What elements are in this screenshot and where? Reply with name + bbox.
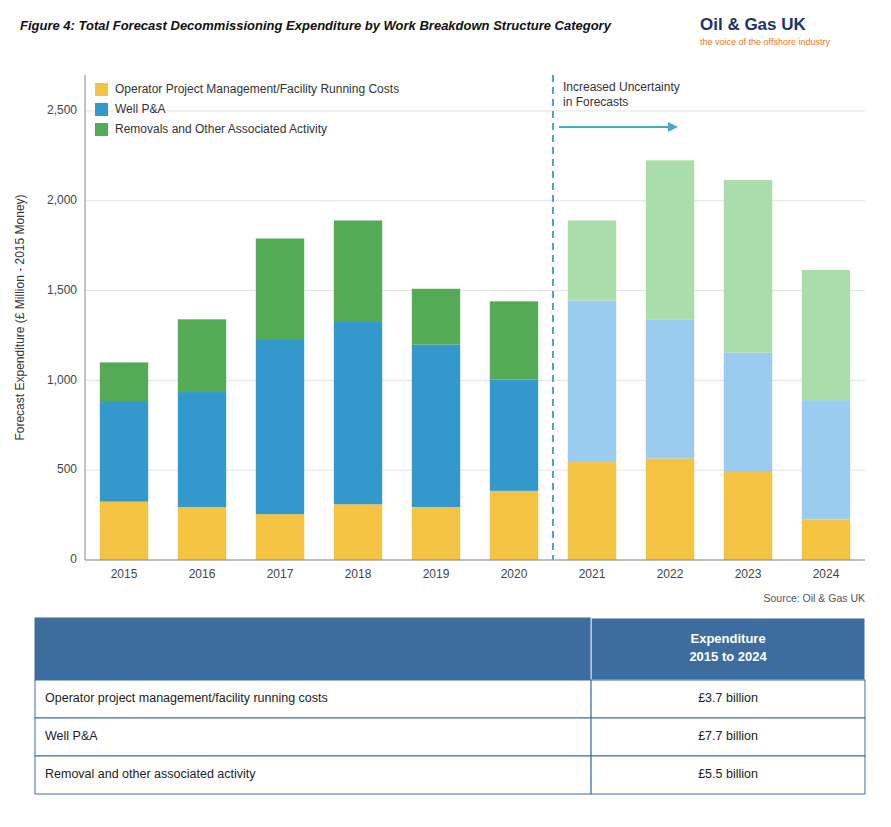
bar-segment — [412, 289, 460, 345]
bar-segment — [490, 301, 538, 379]
table-cell — [591, 756, 865, 794]
annotation-arrowhead — [668, 122, 678, 132]
bar-segment — [334, 504, 382, 560]
bar-segment — [334, 321, 382, 504]
bar-segment — [490, 379, 538, 490]
x-tick-label: 2019 — [423, 567, 450, 581]
text-line: Increased Uncertainty — [563, 80, 680, 94]
bar-segment — [412, 507, 460, 560]
bar-segment — [568, 462, 616, 560]
source: Source: Oil & Gas UK — [763, 592, 865, 604]
grid-line — [85, 560, 865, 561]
legend-label: Operator Project Management/Facility Run… — [115, 82, 399, 96]
bar-segment — [256, 514, 304, 560]
annotation-arrow — [559, 126, 670, 128]
table-row-value: £3.7 billion — [698, 691, 758, 705]
bar-segment — [178, 392, 226, 507]
table-row-value: £5.5 billion — [698, 767, 758, 781]
table-cell — [35, 756, 591, 794]
bar-segment — [646, 160, 694, 319]
table-cell — [591, 718, 865, 756]
table-cell — [591, 680, 865, 718]
y-axis-line — [85, 75, 86, 560]
bar-segment — [256, 238, 304, 339]
x-axis-line — [85, 560, 865, 561]
table-row-label: Well P&A — [45, 729, 98, 743]
grid-line — [85, 110, 865, 111]
x-tick-label: 2024 — [813, 567, 840, 581]
table-header: Expenditure 2015 to 2024 — [689, 631, 767, 664]
y-tick-label: 500 — [57, 462, 77, 476]
bar-segment — [256, 339, 304, 514]
x-tick-label: 2016 — [189, 567, 216, 581]
table-row-value: £7.7 billion — [698, 729, 758, 743]
table: Expenditure 2015 to 2024 Operator project … — [35, 618, 865, 794]
bar-segment — [724, 180, 772, 352]
table-row-label: Removal and other associated activity — [45, 767, 256, 781]
annotation: Increased Uncertaintyin Forecasts — [563, 80, 680, 109]
grid — [85, 111, 865, 560]
x-tick-label: 2021 — [579, 567, 606, 581]
bar-segment — [646, 319, 694, 458]
x-tick-label: 2018 — [345, 567, 372, 581]
legend-label: Well P&A — [115, 102, 165, 116]
table-row-label: Operator project management/facility run… — [45, 691, 328, 705]
bar-segment — [568, 300, 616, 462]
bar-segment — [100, 502, 148, 560]
y-tick-label: 1,000 — [47, 373, 77, 387]
x-tick-label: 2017 — [267, 567, 294, 581]
table-cell — [35, 680, 591, 718]
title: Figure 4: Total Forecast Decommissioning… — [20, 18, 612, 33]
bar-segment — [100, 401, 148, 502]
text-line: in Forecasts — [563, 95, 628, 109]
bar-segment — [100, 362, 148, 401]
bar-segment — [412, 344, 460, 507]
bar-segment — [178, 507, 226, 560]
text-line: 2015 to 2024 — [689, 649, 767, 664]
logo-tagline: the voice of the offshore industry — [700, 37, 830, 47]
bar-segment — [490, 491, 538, 560]
forecast-divider — [552, 75, 554, 560]
y-tick-label: 2,500 — [47, 103, 77, 117]
y-axis-label: Forecast Expenditure (£ Million - 2015 M… — [13, 194, 27, 440]
y-tick-label: 2,000 — [47, 193, 77, 207]
x-tick-label: 2015 — [111, 567, 138, 581]
bar-segment — [178, 319, 226, 392]
logo-text: Oil & Gas UK — [700, 15, 807, 34]
legend-swatch — [95, 123, 108, 136]
legend-label: Removals and Other Associated Activity — [115, 122, 327, 136]
bars — [100, 160, 850, 560]
bar-segment — [724, 472, 772, 560]
bar-segment — [568, 221, 616, 301]
legend-swatch — [95, 83, 108, 96]
bar-segment — [802, 400, 850, 519]
bar-segment — [646, 459, 694, 560]
x-tick-label: 2022 — [657, 567, 684, 581]
legend-swatch — [95, 103, 108, 116]
table-header-cell — [591, 618, 865, 680]
y-tick-label: 0 — [70, 552, 77, 566]
y-tick-label: 1,500 — [47, 283, 77, 297]
text-line: Expenditure — [690, 631, 765, 646]
bar-segment — [334, 221, 382, 322]
bar-segment — [802, 520, 850, 560]
legend: Operator Project Management/Facility Run… — [95, 82, 399, 136]
bar-segment — [724, 353, 772, 472]
bar-segment — [802, 270, 850, 400]
table-cell — [35, 718, 591, 756]
chart: Figure 4: Total Forecast Decommissioning… — [0, 0, 891, 827]
table-header-cell — [35, 618, 591, 680]
x-tick-label: 2020 — [501, 567, 528, 581]
x-tick-label: 2023 — [735, 567, 762, 581]
